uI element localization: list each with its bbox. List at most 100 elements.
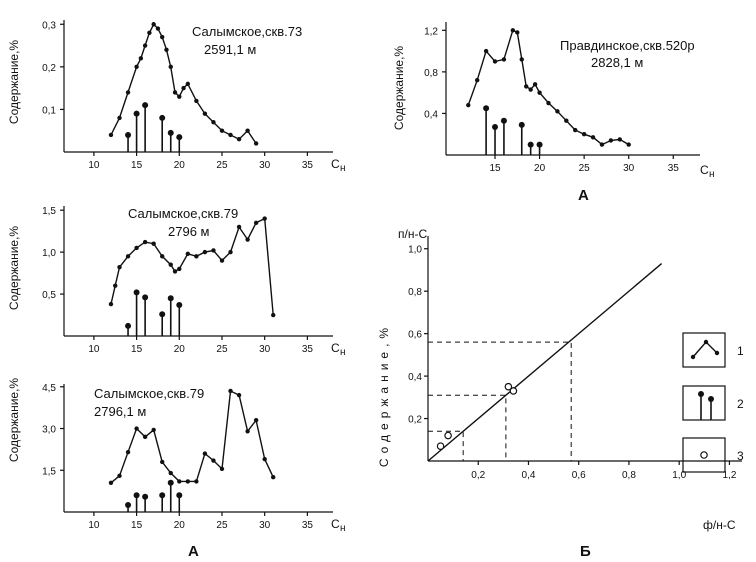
panel-2-series-point bbox=[599, 142, 605, 147]
panel-2-xtick-label: 25 bbox=[579, 163, 591, 174]
panel-2-caption: А bbox=[578, 187, 589, 204]
panel-4-stick-head bbox=[176, 492, 183, 499]
panel-1-series-point bbox=[134, 64, 139, 70]
panel-3-xlabel: C bbox=[331, 341, 340, 355]
panel-3-series-point bbox=[151, 241, 156, 246]
panel-3-series-point bbox=[177, 266, 182, 272]
panel-4-xtick-label: 30 bbox=[259, 520, 271, 531]
panel-4-ytick-label: 3,0 bbox=[42, 425, 56, 436]
panel-2-xtick-label: 20 bbox=[534, 163, 546, 174]
panel-1-annotation-line-1: Салымское,скв.73 bbox=[192, 24, 302, 39]
panel-1-series-point bbox=[236, 137, 242, 142]
panel-4-series-point bbox=[160, 459, 165, 465]
panel-3-series-point bbox=[113, 283, 118, 288]
panel-2-series-point bbox=[519, 57, 524, 62]
panel-2-series-point bbox=[573, 127, 578, 133]
legend-label: 1 bbox=[737, 344, 744, 358]
panel-4-annotation-line-1: Салымское,скв.79 bbox=[94, 386, 204, 401]
panel-1-ytick-label: 0,1 bbox=[42, 105, 56, 116]
panel-3-series-point bbox=[117, 265, 122, 270]
panel-4-stick-head bbox=[167, 479, 174, 486]
panel-3-series-point bbox=[125, 254, 131, 259]
panel-3-xtick-label: 15 bbox=[131, 344, 143, 355]
panel-2-series-line bbox=[467, 29, 630, 146]
panel-1-series-point bbox=[181, 85, 186, 91]
panel-3-series-point bbox=[160, 254, 165, 259]
panel-1-stick-head bbox=[159, 114, 166, 121]
panel-1-series-point bbox=[168, 64, 173, 70]
panel-1-series-point bbox=[160, 34, 165, 40]
legend-box-circle bbox=[682, 437, 726, 473]
panel-5-reference-dashed-line bbox=[428, 341, 572, 461]
panel-2-stick-head bbox=[483, 105, 490, 112]
panel-1-series-point bbox=[147, 30, 152, 35]
panel-2-series-point bbox=[515, 30, 520, 35]
panel-5-ytick-label: 0,2 bbox=[408, 415, 422, 426]
panel-4-caption: А bbox=[188, 543, 199, 560]
panel-3-text: Салымское,скв.79 2796 м Содержание,% C н bbox=[7, 206, 346, 358]
panel-1-xlabel: C bbox=[331, 157, 340, 171]
panel-1-stick-head bbox=[176, 134, 183, 141]
panel-1-series-point bbox=[228, 132, 233, 138]
panel-4-stick-head bbox=[125, 502, 132, 509]
panel-2-series-point bbox=[581, 132, 587, 137]
panel-5-xtick-label: 0,6 bbox=[572, 470, 586, 481]
panel-3-ylabel: Содержание,% bbox=[7, 226, 21, 310]
legend-box-line bbox=[682, 332, 726, 368]
panel-1-ytick-label: 0,2 bbox=[42, 63, 56, 74]
panel-3-series-point bbox=[142, 239, 148, 245]
panel-1-series-point bbox=[142, 43, 148, 48]
panel-4-xtick-label: 10 bbox=[88, 520, 100, 531]
panel-2-ylabel: Содержание,% bbox=[392, 46, 406, 130]
panel-4-series-point bbox=[262, 456, 267, 462]
panel-5-ylabel-top: п/н-С bbox=[398, 227, 427, 241]
panel-4-series-point bbox=[202, 451, 208, 456]
panel-5-text: п/н-С Содержание,% ф/н-С Б bbox=[377, 227, 736, 560]
panel-5-xlabel: ф/н-С bbox=[703, 518, 736, 532]
panel-5-xtick-label: 0,4 bbox=[522, 470, 536, 481]
panel-2-xtick-label: 30 bbox=[623, 163, 635, 174]
panel-4-ylabel: Содержание,% bbox=[7, 378, 21, 462]
panel-1-series-point bbox=[185, 81, 191, 87]
panel-3-annotation-line-1: Салымское,скв.79 bbox=[128, 206, 238, 221]
panel-1-stick-head bbox=[142, 102, 149, 109]
panel-4-xtick-label: 15 bbox=[131, 520, 143, 531]
panel-3-stick-head bbox=[159, 311, 166, 318]
panel-4-xtick-label: 35 bbox=[302, 520, 314, 531]
panel-2-series-point bbox=[537, 90, 542, 95]
panel-4-series-point bbox=[194, 479, 199, 484]
panel-1-ytick-label: 0,3 bbox=[42, 20, 56, 31]
panel-1-series-point bbox=[211, 119, 216, 125]
panel-3-ytick-label: 0,5 bbox=[42, 290, 56, 301]
panel-4-annotation-line-2: 2796,1 м bbox=[94, 404, 146, 419]
panel-3-stick-head bbox=[125, 322, 132, 329]
legend-label: 2 bbox=[737, 397, 744, 411]
panel-5-xtick-label: 0,2 bbox=[471, 470, 485, 481]
panel-1-series-point bbox=[245, 128, 250, 133]
panel-5-ytick-label: 1,0 bbox=[408, 245, 422, 256]
panel-4-ytick-label: 4,5 bbox=[42, 383, 56, 394]
panel-5-data-point bbox=[509, 387, 518, 395]
panel-1-series-point bbox=[219, 128, 225, 133]
panel-4-series-point bbox=[108, 480, 114, 485]
panel-4-stick-head bbox=[159, 492, 166, 499]
panel-5-data-point bbox=[504, 382, 513, 391]
panel-4-series-point bbox=[253, 417, 259, 423]
panel-2-series-point bbox=[532, 82, 538, 87]
panel-4-series-point bbox=[142, 434, 148, 440]
panel-2-series-point bbox=[528, 87, 533, 92]
legend-line-point bbox=[690, 354, 696, 360]
panel-2-series-point bbox=[555, 109, 560, 114]
panel-4-xlabel-sub: н bbox=[340, 523, 346, 534]
panel-1-series-point bbox=[117, 115, 122, 121]
panel-3-series-point bbox=[194, 254, 199, 259]
panel-2-series-point bbox=[492, 59, 498, 64]
panel-5-caption: Б bbox=[580, 543, 591, 560]
panel-2-series-point bbox=[546, 100, 551, 106]
panel-2-series-point bbox=[626, 142, 631, 147]
panel-2-ytick-label: 1,2 bbox=[424, 26, 438, 37]
panel-2-stick-head bbox=[527, 141, 534, 148]
panel-4-stick-head bbox=[133, 492, 140, 499]
panel-2-series-point bbox=[501, 57, 507, 62]
panel-5-data-point bbox=[436, 442, 445, 450]
